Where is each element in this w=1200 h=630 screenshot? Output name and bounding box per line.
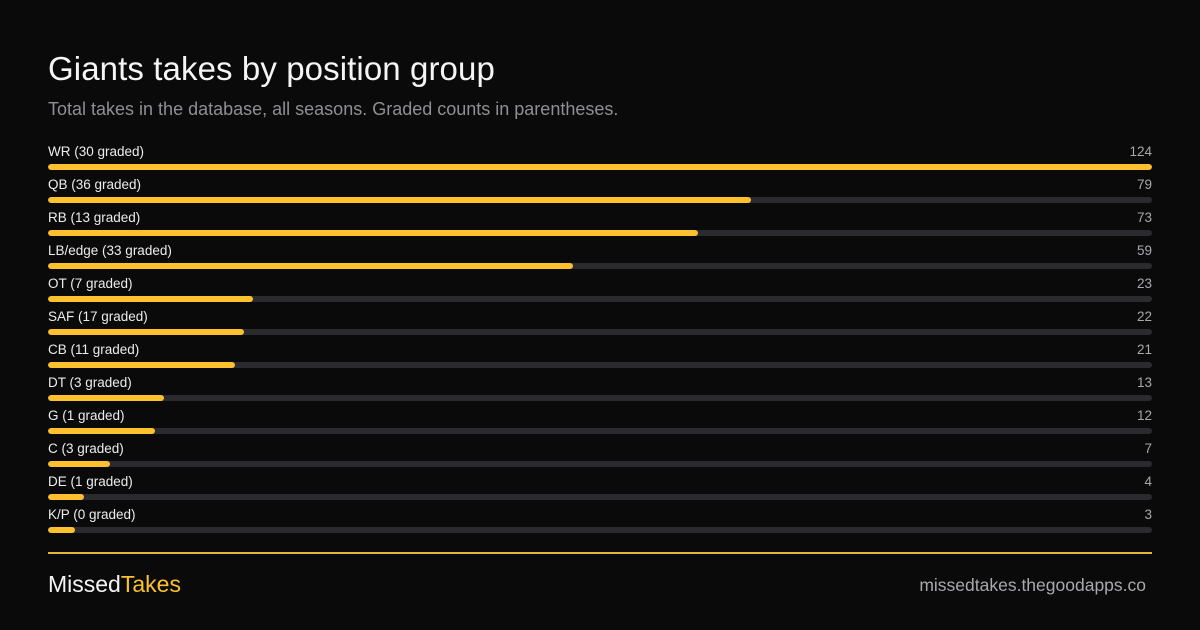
bar-value-label: 21 — [1136, 342, 1152, 357]
bar-row: DE (1 graded) 4 — [48, 472, 1152, 505]
site-url: missedtakes.thegoodapps.co — [919, 575, 1146, 595]
bar — [48, 329, 244, 335]
bar-track — [48, 395, 1152, 401]
bar-value-label: 3 — [1144, 507, 1152, 522]
bar — [48, 395, 164, 401]
bar-label: C (3 graded) — [48, 441, 124, 456]
bar-value-label: 12 — [1136, 408, 1152, 423]
bar-track — [48, 428, 1152, 434]
bar-track — [48, 527, 1152, 533]
bar — [48, 197, 752, 203]
bar-label: OT (7 graded) — [48, 276, 133, 291]
bar-row: SAF (17 graded) 22 — [48, 307, 1152, 340]
bar-value-label: 23 — [1136, 276, 1152, 291]
bar-row: LB/edge (33 graded) 59 — [48, 241, 1152, 274]
bar-track — [48, 494, 1152, 500]
bar-value-label: 73 — [1136, 210, 1152, 225]
bar-row: G (1 graded) 12 — [48, 406, 1152, 439]
bar-track — [48, 362, 1152, 368]
brand-logo: MissedTakes — [48, 571, 181, 598]
brand-name-part2: Takes — [120, 571, 181, 597]
bar-value-label: 4 — [1144, 474, 1152, 489]
bar-label: CB (11 graded) — [48, 342, 140, 357]
bar-row: C (3 graded) 7 — [48, 439, 1152, 472]
bar-value-label: 124 — [1129, 144, 1152, 159]
bar-track — [48, 164, 1152, 170]
bar-label: SAF (17 graded) — [48, 309, 148, 324]
bar-label: WR (30 graded) — [48, 144, 145, 159]
brand-name-part1: Missed — [48, 571, 121, 597]
bar-row: DT (3 graded) 13 — [48, 373, 1152, 406]
bar-label: G (1 graded) — [48, 408, 125, 423]
bar-label: K/P (0 graded) — [48, 507, 136, 522]
bar-track — [48, 329, 1152, 335]
bar-label: QB (36 graded) — [48, 177, 142, 192]
bar-row: CB (11 graded) 21 — [48, 340, 1152, 373]
bar-row: OT (7 graded) 23 — [48, 274, 1152, 307]
bar — [48, 461, 111, 467]
bar-row: RB (13 graded) 73 — [48, 208, 1152, 241]
bar-label: DE (1 graded) — [48, 474, 133, 489]
bar-label: LB/edge (33 graded) — [48, 243, 172, 258]
bar — [48, 494, 84, 500]
chart-subtitle: Total takes in the database, all seasons… — [48, 99, 619, 119]
bar — [48, 164, 1152, 170]
bar-label: DT (3 graded) — [48, 375, 132, 390]
bar-chart: WR (30 graded) 124 QB (36 graded) 79 RB (13 … — [48, 142, 1152, 538]
bar-track — [48, 263, 1152, 269]
bar-label: RB (13 graded) — [48, 210, 141, 225]
chart-title: Giants takes by position group — [48, 50, 495, 87]
bar — [48, 296, 253, 302]
bar — [48, 263, 574, 269]
bar-row: WR (30 graded) 124 — [48, 142, 1152, 175]
bar-row: K/P (0 graded) 3 — [48, 505, 1152, 538]
bar-value-label: 7 — [1144, 441, 1152, 456]
bar-value-label: 79 — [1136, 177, 1152, 192]
bar — [48, 230, 698, 236]
bar-row: QB (36 graded) 79 — [48, 175, 1152, 208]
bar-track — [48, 230, 1152, 236]
bar-value-label: 59 — [1136, 243, 1152, 258]
footer-divider — [48, 552, 1152, 554]
bar-value-label: 22 — [1136, 309, 1152, 324]
bar — [48, 527, 75, 533]
bar-track — [48, 197, 1152, 203]
bar-value-label: 13 — [1136, 375, 1152, 390]
bar — [48, 428, 155, 434]
bar — [48, 362, 235, 368]
bar-track — [48, 461, 1152, 467]
bar-track — [48, 296, 1152, 302]
